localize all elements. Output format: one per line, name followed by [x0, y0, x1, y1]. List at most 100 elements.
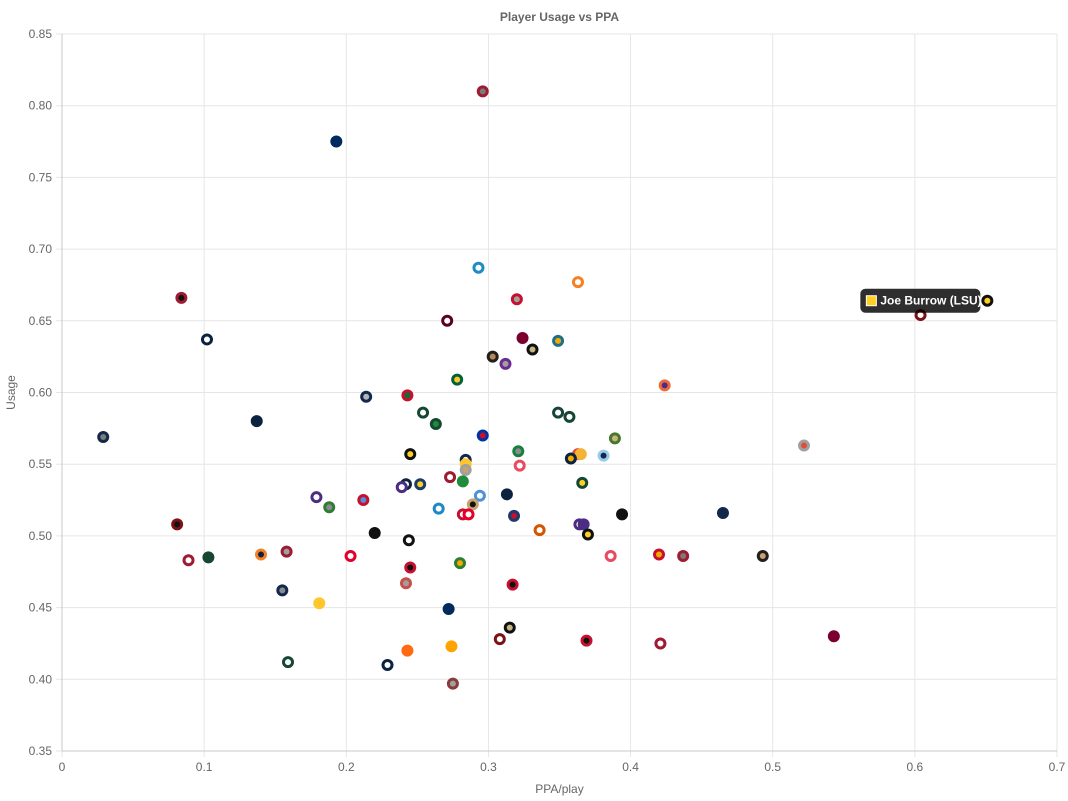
data-point[interactable] — [552, 334, 565, 347]
data-point[interactable] — [473, 489, 486, 502]
x-axis-title: PPA/play — [535, 782, 583, 796]
data-point[interactable] — [533, 524, 546, 537]
data-point[interactable] — [276, 584, 289, 597]
tooltip: Joe Burrow (LSU) — [860, 288, 982, 313]
data-point[interactable] — [581, 528, 594, 541]
data-point[interactable] — [512, 445, 525, 458]
data-point[interactable] — [310, 491, 323, 504]
data-point[interactable] — [330, 135, 343, 148]
x-tick-label: 0.2 — [338, 760, 355, 774]
data-point[interactable] — [255, 548, 267, 561]
data-point[interactable] — [500, 488, 513, 501]
data-point[interactable] — [677, 549, 690, 562]
data-point[interactable] — [654, 637, 667, 650]
data-point[interactable] — [282, 656, 295, 669]
data-point[interactable] — [564, 452, 577, 465]
x-tick-label: 0.7 — [1049, 760, 1066, 774]
y-tick-label: 0.60 — [29, 386, 53, 400]
data-point[interactable] — [580, 634, 593, 647]
data-point[interactable] — [563, 410, 576, 423]
x-tick-label: 0.6 — [907, 760, 924, 774]
data-point[interactable] — [444, 471, 457, 484]
y-tick-label: 0.50 — [29, 529, 53, 543]
data-point[interactable] — [323, 501, 336, 514]
data-point[interactable] — [608, 432, 621, 445]
data-point[interactable] — [404, 448, 417, 461]
data-point[interactable] — [756, 549, 769, 562]
data-point[interactable] — [526, 343, 539, 356]
data-point[interactable] — [577, 518, 590, 531]
data-point[interactable] — [175, 291, 188, 304]
data-point[interactable] — [381, 658, 394, 671]
data-point[interactable] — [516, 332, 529, 345]
data-point[interactable] — [576, 476, 589, 489]
x-tick-label: 0.3 — [480, 760, 497, 774]
data-point[interactable] — [510, 293, 523, 306]
data-point[interactable] — [344, 549, 357, 562]
data-point[interactable] — [476, 85, 489, 98]
data-point[interactable] — [604, 549, 617, 562]
data-point[interactable] — [395, 481, 408, 494]
data-point[interactable] — [200, 333, 213, 346]
y-tick-label: 0.40 — [29, 672, 53, 686]
data-point[interactable] — [597, 449, 610, 462]
y-tick-label: 0.55 — [29, 457, 53, 471]
data-point[interactable] — [182, 554, 195, 567]
data-point[interactable] — [250, 415, 263, 428]
data-point[interactable] — [797, 439, 810, 452]
data-point[interactable] — [508, 509, 521, 522]
data-point[interactable] — [981, 294, 994, 307]
data-point[interactable] — [357, 494, 370, 507]
data-point[interactable] — [476, 429, 489, 442]
data-point[interactable] — [171, 518, 184, 531]
data-point[interactable] — [404, 561, 417, 574]
data-point[interactable] — [486, 350, 499, 363]
data-point[interactable] — [827, 630, 840, 643]
y-tick-labels: 0.35 0.40 0.45 0.50 0.55 0.60 0.65 0.70 0.75 0.80… — [29, 27, 53, 758]
data-point[interactable] — [445, 640, 458, 653]
data-point[interactable] — [462, 508, 475, 521]
data-point[interactable] — [441, 314, 454, 327]
data-point[interactable] — [401, 644, 414, 657]
data-point[interactable] — [493, 633, 506, 646]
data-point[interactable] — [716, 506, 729, 519]
data-point[interactable] — [513, 459, 526, 472]
data-point[interactable] — [97, 430, 110, 443]
data-point[interactable] — [368, 527, 381, 540]
data-point[interactable] — [451, 373, 464, 386]
y-tick-label: 0.45 — [29, 601, 53, 615]
data-point[interactable] — [506, 578, 519, 591]
data-point[interactable] — [446, 677, 459, 690]
data-point[interactable] — [414, 478, 427, 491]
y-tick-label: 0.80 — [29, 99, 53, 113]
data-point[interactable] — [417, 406, 430, 419]
y-axis-title: Usage — [4, 375, 18, 410]
data-point[interactable] — [429, 418, 442, 431]
data-point[interactable] — [401, 389, 414, 402]
data-point[interactable] — [442, 603, 455, 616]
y-tick-label: 0.85 — [29, 27, 53, 41]
x-tick-label: 0.5 — [764, 760, 781, 774]
data-point[interactable] — [571, 276, 584, 289]
data-point[interactable] — [402, 534, 415, 547]
data-point[interactable] — [456, 475, 469, 488]
data-point[interactable] — [280, 545, 293, 558]
data-point[interactable] — [574, 448, 587, 461]
data-point[interactable] — [503, 621, 516, 634]
data-point[interactable] — [552, 406, 565, 419]
data-point[interactable] — [466, 498, 479, 511]
data-point[interactable] — [399, 577, 412, 590]
data-point[interactable] — [454, 557, 466, 570]
data-point[interactable] — [499, 357, 512, 370]
data-point[interactable] — [313, 597, 326, 610]
data-point[interactable] — [459, 463, 472, 476]
data-point[interactable] — [653, 548, 665, 561]
x-tick-label: 0 — [59, 760, 66, 774]
data-point[interactable] — [616, 508, 629, 521]
data-point[interactable] — [472, 261, 485, 274]
data-point[interactable] — [202, 551, 215, 564]
data-point[interactable] — [658, 379, 671, 392]
data-point[interactable] — [360, 390, 373, 403]
data-point[interactable] — [432, 502, 445, 515]
tooltip-background — [860, 288, 981, 313]
